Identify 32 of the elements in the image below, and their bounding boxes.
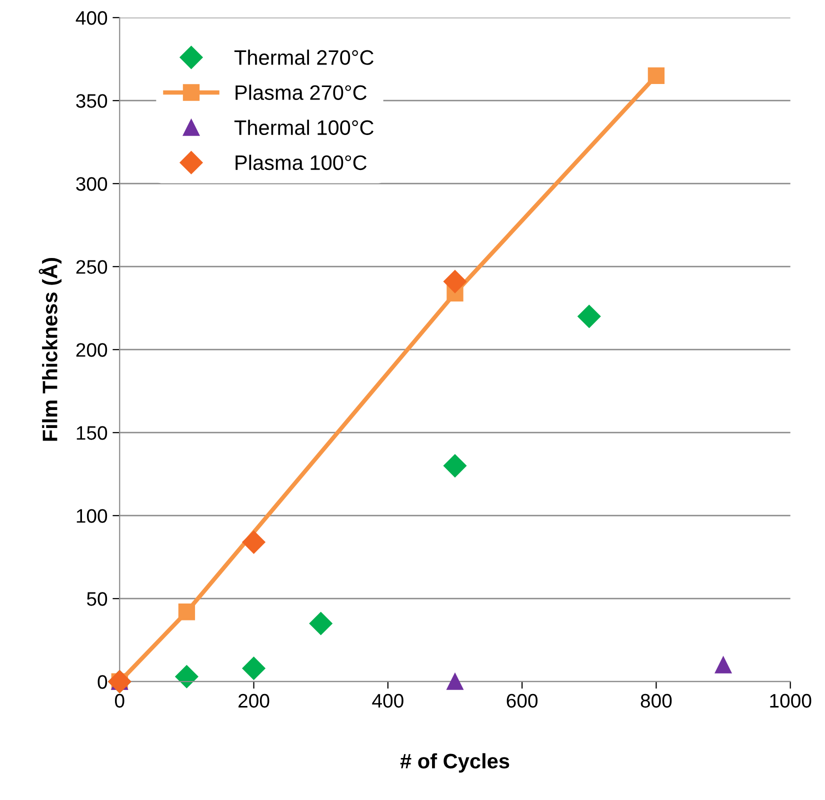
- y-tick-label: 200: [76, 343, 108, 357]
- legend-label: Plasma 270°C: [236, 84, 367, 100]
- x-tick-label: 800: [640, 694, 672, 708]
- point: [443, 454, 466, 478]
- y-tick-label: 400: [76, 11, 108, 25]
- point: [309, 612, 332, 635]
- x-tick-label: 200: [238, 694, 270, 708]
- y-tick-label: 250: [76, 260, 108, 274]
- x-tick-label: 600: [506, 694, 538, 708]
- y-tick-label: 100: [76, 509, 108, 523]
- point: [714, 656, 732, 674]
- y-tick-label: 0: [98, 675, 108, 689]
- point: [446, 673, 464, 690]
- point: [648, 67, 665, 84]
- y-axis-title: Film Thickness (Å): [38, 258, 62, 441]
- x-axis-title: # of Cycles: [400, 753, 510, 773]
- point: [242, 656, 266, 680]
- x-tick-label: 0: [114, 694, 124, 708]
- point: [578, 304, 601, 328]
- y-tick-label: 300: [76, 177, 108, 191]
- point: [443, 270, 466, 294]
- x-tick-label: 1000: [770, 694, 812, 708]
- y-tick-label: 350: [76, 94, 108, 108]
- point: [178, 604, 196, 620]
- point: [175, 665, 198, 688]
- point: [242, 530, 266, 554]
- legend-label: Thermal 100°C: [234, 120, 374, 136]
- y-tick-label: 150: [76, 426, 108, 440]
- x-tick-label: 400: [372, 694, 404, 708]
- legend-label: Thermal 270°C: [234, 50, 374, 65]
- legend-label: Plasma 100°C: [236, 154, 367, 170]
- y-tick-label: 50: [86, 592, 108, 606]
